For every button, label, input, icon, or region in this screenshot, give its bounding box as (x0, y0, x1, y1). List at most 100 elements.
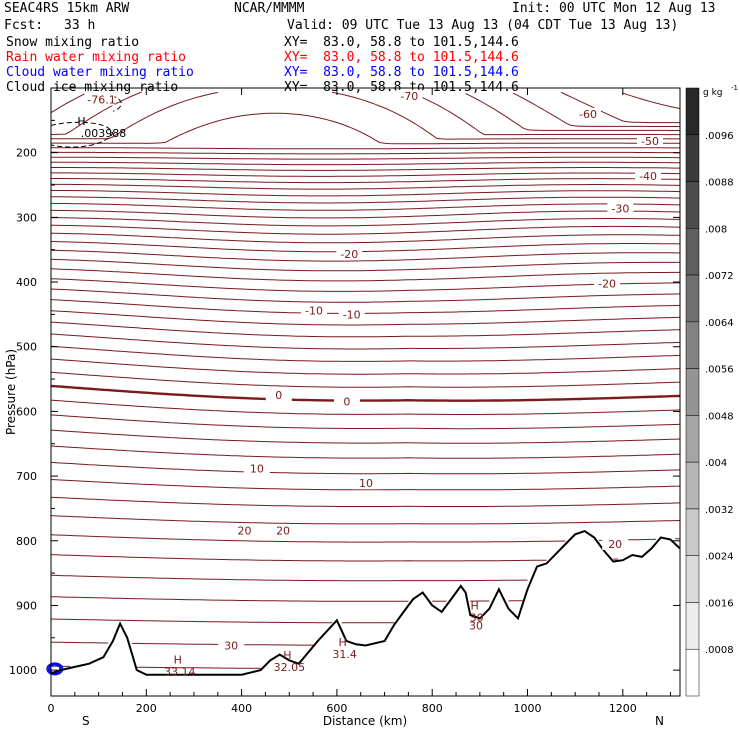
contour-label-7: -20 (598, 277, 616, 290)
isotherm-6 (50, 429, 681, 444)
isotherm-10 (50, 461, 681, 475)
contour-label-9: -10 (343, 308, 361, 321)
contour-label-3: -50 (641, 135, 659, 148)
model-title: SEAC4RS 15km ARW (4, 1, 130, 16)
isotherm--28 (50, 232, 681, 244)
isotherm--2 (50, 371, 681, 388)
isotherm--18 (50, 278, 680, 292)
high-marker-1: H (283, 649, 291, 662)
colorbar-bin-9 (685, 508, 700, 556)
colorbar-tick-2: .008 (705, 224, 727, 235)
contour-label-bg-14 (231, 524, 258, 537)
isotherm--48 (51, 167, 680, 171)
isotherm-4 (50, 414, 681, 430)
isotherm--64-seg1 (465, 92, 680, 131)
valid-time: Valid: 09 UTC Tue 13 Aug 13 (04 CDT Tue … (287, 18, 679, 33)
contour-label-bg-17 (218, 639, 245, 652)
contour-label-bg-0 (88, 93, 115, 106)
field-rain-name: Rain water mixing ratio (6, 50, 187, 65)
contour-label-bg-11 (333, 395, 360, 408)
contour-label-bg-16 (602, 538, 629, 550)
contour-label-4: -40 (639, 170, 657, 183)
isotherm-30-seg1 (136, 666, 261, 669)
contour-label-bg-18 (463, 619, 490, 632)
contour-label-8: -10 (305, 305, 323, 318)
isotherm--44 (51, 178, 681, 184)
contour-label-14: 20 (237, 524, 251, 537)
x-axis-label: Distance (km) (323, 714, 407, 728)
contour-label-bg-3 (636, 135, 663, 148)
y-tick-label-700: 700 (16, 470, 37, 483)
isotherm-22 (50, 574, 528, 582)
isotherm-0 (50, 384, 681, 402)
colorbar-bin-2 (685, 181, 700, 229)
contour-label-10: 0 (275, 389, 282, 402)
colorbar-tick-0: .0096 (705, 131, 734, 142)
cloud-ice-contour (50, 121, 114, 148)
field-cloud-water-xy: XY= 83.0, 58.8 to 101.5,144.6 (284, 65, 519, 80)
isotherm--40 (50, 189, 681, 197)
contour-label-17: 30 (224, 640, 238, 653)
high-marker-3: H (470, 599, 478, 612)
y-tick-label-1000: 1000 (9, 664, 37, 677)
colorbar: .0096 .0088 .008 .0072 .0064 .0056 .0048 .004 .0… (685, 84, 738, 697)
isotherm-2 (50, 399, 681, 415)
isotherm--70 (622, 92, 681, 109)
terrain-line (50, 529, 681, 676)
isotherm--36 (50, 202, 681, 211)
contour-label-bg-15 (270, 524, 297, 537)
cloud-water-ring-2 (48, 663, 62, 674)
field-rain-xy: XY= 83.0, 58.8 to 101.5,144.6 (284, 50, 519, 65)
x-tick-label-400: 400 (231, 702, 252, 715)
y-tick-label-500: 500 (16, 341, 37, 354)
isotherm--32 (50, 217, 681, 227)
high-marker-0: H (174, 654, 182, 667)
isotherm--60-seg1 (331, 91, 680, 140)
high-value-2: 31.4 (332, 648, 357, 661)
contour-label-bg-10 (265, 389, 292, 402)
isotherm--14 (50, 299, 681, 314)
y-tick-label-300: 300 (16, 211, 37, 224)
isotherm-contours (50, 91, 681, 669)
y-tick-label-600: 600 (16, 405, 37, 418)
fcst-label: Fcst: (4, 18, 44, 33)
high-value-4: .003988 (81, 127, 127, 140)
isotherm--64-seg0 (50, 93, 85, 114)
colorbar-bin-3 (685, 228, 700, 276)
x-tick-label-0: 0 (48, 702, 55, 715)
colorbar-unit-exponent: -1 (731, 84, 738, 92)
high-value-0: 33.14 (164, 666, 196, 679)
x-tick-label-800: 800 (422, 702, 443, 715)
isotherm--26 (50, 241, 681, 253)
isotherm--46 (51, 172, 680, 177)
colorbar-tick-10: .0016 (705, 598, 734, 609)
colorbar-bin-5 (685, 321, 700, 369)
cloud-water-contours (46, 662, 64, 676)
colorbar-unit: g kg (703, 88, 723, 98)
contour-label-13: 10 (359, 477, 373, 490)
isotherm--8 (50, 333, 681, 350)
y-tick-label-900: 900 (16, 599, 37, 612)
isotherm--56 (50, 147, 680, 150)
field-snow-name: Snow mixing ratio (6, 35, 140, 50)
isotherm--30 (50, 224, 681, 235)
center-title: NCAR/MMMM (234, 1, 305, 16)
contour-label-bg-9 (338, 308, 365, 321)
isotherm-28-seg0 (50, 641, 109, 644)
contour-label-12: 10 (250, 462, 264, 475)
isotherm-20-seg0 (50, 554, 547, 562)
isotherm-18-seg0 (50, 534, 566, 543)
colorbar-bin-12 (685, 648, 700, 697)
colorbar-bin-7 (685, 415, 700, 463)
isotherm--22 (50, 258, 680, 272)
contour-label-5: -30 (611, 202, 629, 215)
contour-label-15: 20 (276, 524, 290, 537)
y-tick-label-800: 800 (16, 535, 37, 548)
colorbar-bin-8 (685, 461, 700, 510)
isotherm--54 (51, 151, 680, 155)
y-tick-label-200: 200 (16, 147, 37, 160)
colorbar-tick-5: .0056 (705, 365, 734, 376)
field-cloud-water-name: Cloud water mixing ratio (6, 65, 194, 80)
